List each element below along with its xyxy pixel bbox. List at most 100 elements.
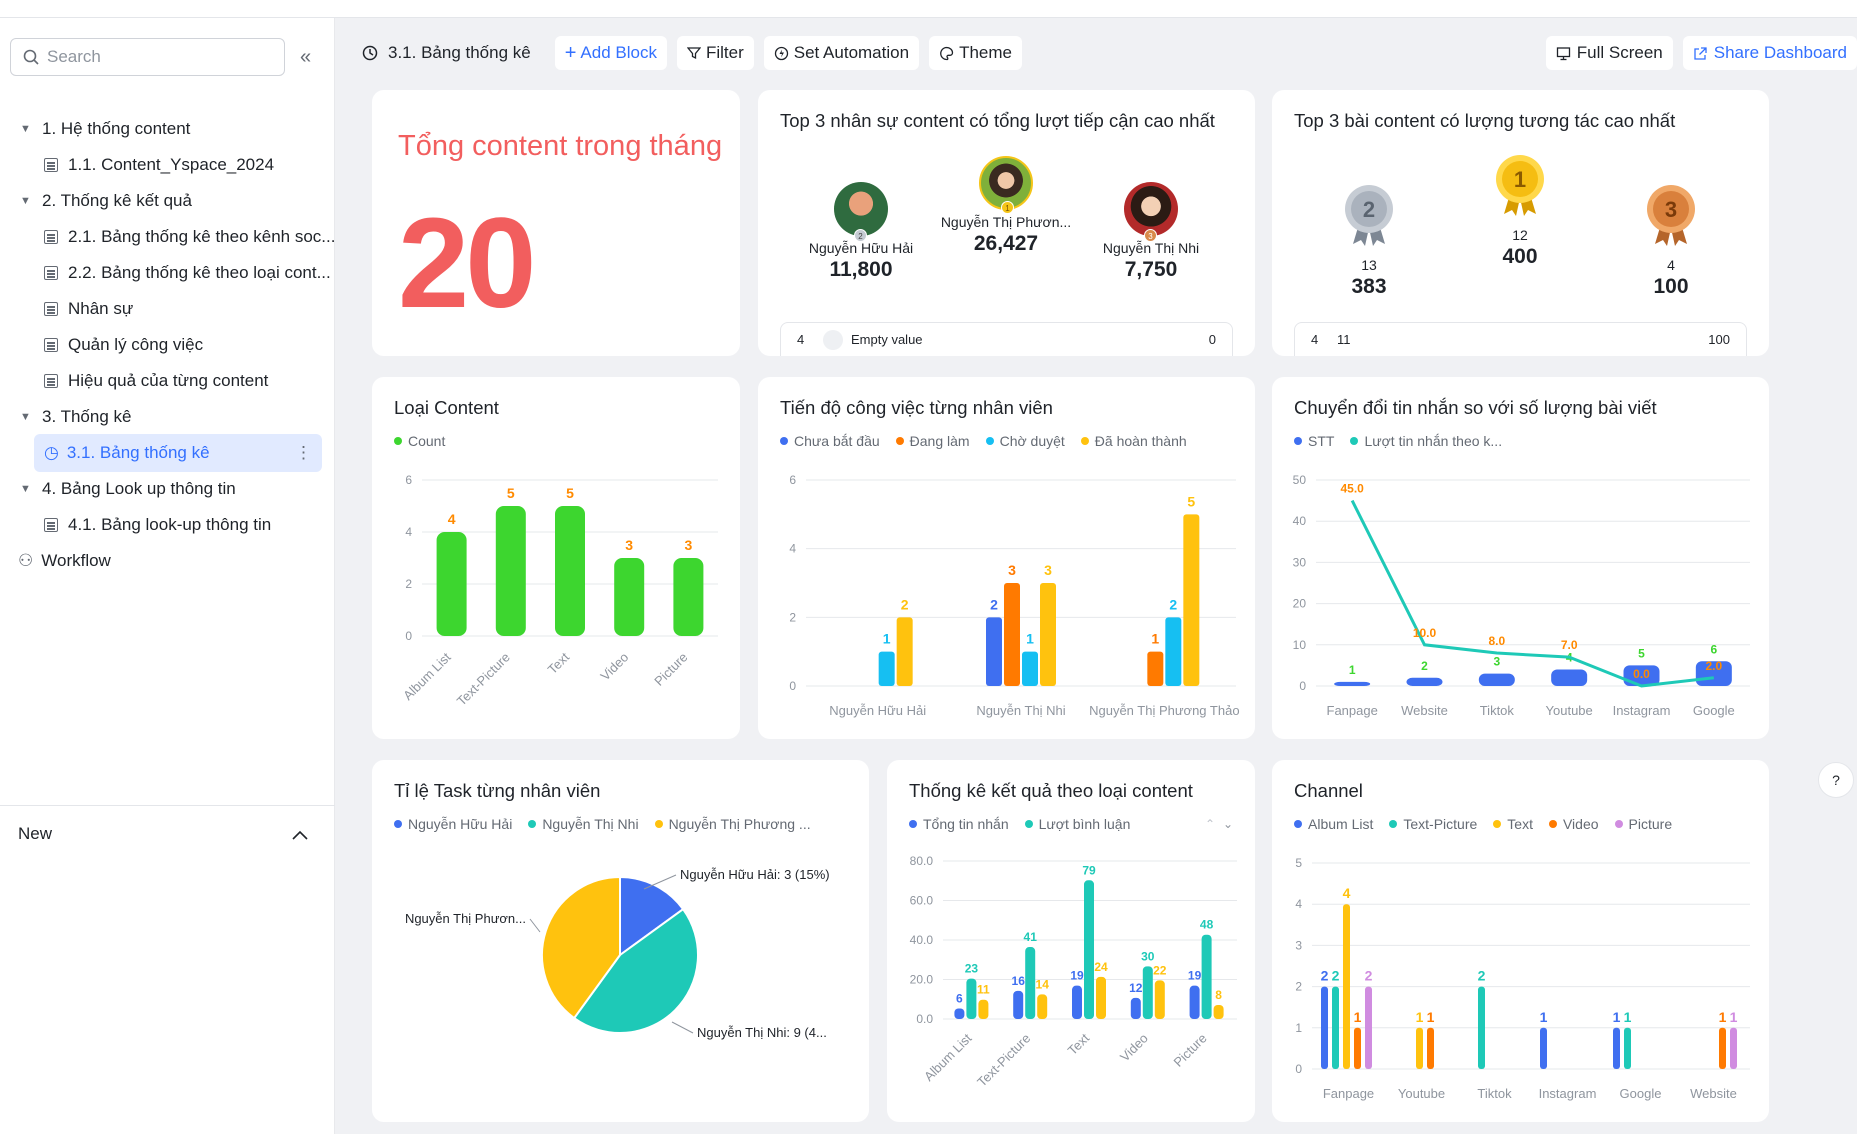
help-icon[interactable]: ? — [1818, 762, 1854, 798]
bar[interactable] — [1013, 990, 1024, 1019]
bar[interactable] — [495, 506, 526, 636]
sidebar-item-7[interactable]: Hiệu quả của từng content — [0, 362, 268, 400]
bar[interactable] — [1142, 966, 1153, 1019]
bar[interactable] — [1154, 980, 1165, 1019]
line-series[interactable] — [1350, 499, 1715, 688]
bar[interactable] — [1025, 947, 1036, 1019]
legend-item[interactable]: Tổng tin nhắn — [909, 816, 1009, 832]
bar[interactable] — [1540, 1027, 1547, 1069]
bar[interactable] — [1147, 651, 1164, 686]
bar[interactable] — [1096, 976, 1106, 1019]
bar[interactable] — [1321, 986, 1328, 1069]
legend-item[interactable]: Album List — [1294, 816, 1373, 832]
legend-item[interactable]: Chưa bắt đầu — [780, 433, 880, 449]
legend-item[interactable]: Lượt tin nhắn theo k... — [1350, 433, 1502, 449]
bar[interactable] — [1183, 514, 1200, 686]
bar[interactable] — [1004, 583, 1020, 686]
total-content-card[interactable]: Tổng content trong tháng 20 — [372, 90, 740, 356]
legend-prev-icon[interactable]: ⌃ — [1205, 817, 1215, 831]
expand-arrow-icon[interactable]: ▼ — [20, 195, 31, 207]
bar[interactable] — [1334, 681, 1371, 686]
ket-qua-loai-chart-card[interactable]: Thống kê kết quả theo loại content Tổng t… — [887, 760, 1255, 1122]
bar[interactable] — [1365, 986, 1372, 1069]
share-dashboard-button[interactable]: Share Dashboard — [1682, 36, 1857, 70]
legend-item[interactable]: Text-Picture — [1389, 816, 1477, 832]
bar[interactable] — [1165, 617, 1182, 686]
new-section[interactable]: New — [18, 824, 308, 844]
sidebar-item-5[interactable]: Nhân sự — [0, 290, 133, 328]
bar[interactable] — [1130, 997, 1141, 1019]
top-people-card[interactable]: Top 3 nhân sự content có tổng lượt tiếp … — [758, 90, 1255, 356]
add-block-button[interactable]: + Add Block — [554, 36, 667, 70]
filter-button[interactable]: Filter — [676, 36, 754, 70]
bar[interactable] — [1406, 677, 1443, 686]
legend-item[interactable]: Lượt bình luận — [1024, 816, 1130, 832]
bar[interactable] — [896, 617, 913, 686]
legend-item[interactable]: Đã hoàn thành — [1080, 433, 1187, 449]
tien-do-chart-card[interactable]: Tiến độ công việc từng nhân viên Chưa bắt… — [758, 377, 1255, 739]
bar[interactable] — [1613, 1027, 1620, 1069]
sidebar-item-0[interactable]: ▼ 1. Hệ thống content — [0, 110, 190, 148]
bar[interactable] — [614, 558, 645, 636]
more-icon[interactable]: ⋮ — [295, 443, 312, 462]
bar[interactable] — [1213, 1004, 1224, 1019]
bar[interactable] — [986, 617, 1002, 686]
expand-arrow-icon[interactable]: ▼ — [20, 483, 31, 495]
search-input[interactable]: Search — [10, 38, 285, 76]
sidebar-item-8[interactable]: ▼ 3. Thống kê — [0, 398, 131, 436]
sidebar-item-1[interactable]: 1.1. Content_Yspace_2024 — [0, 146, 274, 184]
bar[interactable] — [1040, 583, 1056, 686]
bar[interactable] — [1478, 673, 1515, 686]
bar[interactable] — [673, 558, 704, 636]
bar[interactable] — [1730, 1027, 1737, 1069]
bar[interactable] — [1427, 1027, 1434, 1069]
expand-arrow-icon[interactable]: ▼ — [20, 123, 31, 135]
bar[interactable] — [1551, 669, 1588, 686]
chevron-up-icon[interactable] — [292, 830, 308, 840]
theme-button[interactable]: Theme — [929, 36, 1022, 70]
legend-item[interactable]: Đang làm — [895, 433, 970, 449]
bar[interactable] — [1072, 985, 1082, 1019]
bar[interactable] — [1189, 985, 1200, 1019]
bar[interactable] — [1343, 904, 1350, 1069]
legend-item[interactable]: Nguyễn Thị Phương ... — [654, 816, 811, 832]
bar[interactable] — [878, 651, 895, 686]
set-automation-button[interactable]: Set Automation — [763, 36, 920, 70]
legend-item[interactable]: Count — [394, 433, 445, 449]
pie-slice[interactable] — [572, 907, 699, 1034]
bar[interactable] — [1022, 651, 1038, 686]
bar[interactable] — [1084, 880, 1094, 1019]
full-screen-button[interactable]: Full Screen — [1545, 36, 1673, 70]
sidebar-item-6[interactable]: Quản lý công việc — [0, 326, 203, 364]
bar[interactable] — [1354, 1027, 1361, 1069]
legend-item[interactable]: Nguyễn Hữu Hải — [394, 816, 512, 832]
channel-chart-card[interactable]: Channel Album List Text-Picture Text Video Pi… — [1272, 760, 1769, 1122]
bar[interactable] — [978, 999, 989, 1019]
bar[interactable] — [555, 506, 585, 636]
legend-item[interactable]: Chờ duyệt — [985, 433, 1065, 449]
bar[interactable] — [1478, 986, 1485, 1069]
legend-item[interactable]: Nguyễn Thị Nhi — [528, 816, 639, 832]
pie-slice[interactable] — [619, 875, 685, 957]
legend-item[interactable]: Text — [1493, 816, 1533, 832]
legend-item[interactable]: Video — [1548, 816, 1599, 832]
legend-item[interactable]: STT — [1294, 433, 1334, 449]
bar[interactable] — [1624, 1027, 1631, 1069]
sidebar-item-10[interactable]: ▼ 4. Bảng Look up thông tin — [0, 470, 236, 508]
bar[interactable] — [1332, 986, 1339, 1069]
bar[interactable] — [1201, 934, 1212, 1019]
top-posts-card[interactable]: Top 3 bài content có lượng tương tác cao… — [1272, 90, 1769, 356]
bar[interactable] — [1719, 1027, 1726, 1069]
sidebar-item-2[interactable]: ▼ 2. Thống kê kết quả — [0, 182, 192, 220]
sidebar-item-11[interactable]: 4.1. Bảng look-up thông tin — [0, 506, 271, 544]
sidebar-item-9[interactable]: ◷ ⋮ 3.1. Bảng thống kê — [34, 434, 322, 472]
sidebar-item-4[interactable]: 2.2. Bảng thống kê theo loại cont... — [0, 254, 331, 292]
sidebar-item-12[interactable]: ⚇ Workflow — [0, 542, 111, 580]
sidebar-item-3[interactable]: 2.1. Bảng thống kê theo kênh soc... — [0, 218, 335, 256]
expand-arrow-icon[interactable]: ▼ — [20, 411, 31, 423]
bar[interactable] — [1037, 994, 1048, 1019]
legend-next-icon[interactable]: ⌄ — [1223, 817, 1233, 831]
pie-slice[interactable] — [541, 875, 621, 1020]
ti-le-task-chart-card[interactable]: Tỉ lệ Task từng nhân viên Nguyễn Hữu Hải N… — [372, 760, 869, 1122]
chuyen-doi-chart-card[interactable]: Chuyển đổi tin nhắn so với số lượng bài … — [1272, 377, 1769, 739]
